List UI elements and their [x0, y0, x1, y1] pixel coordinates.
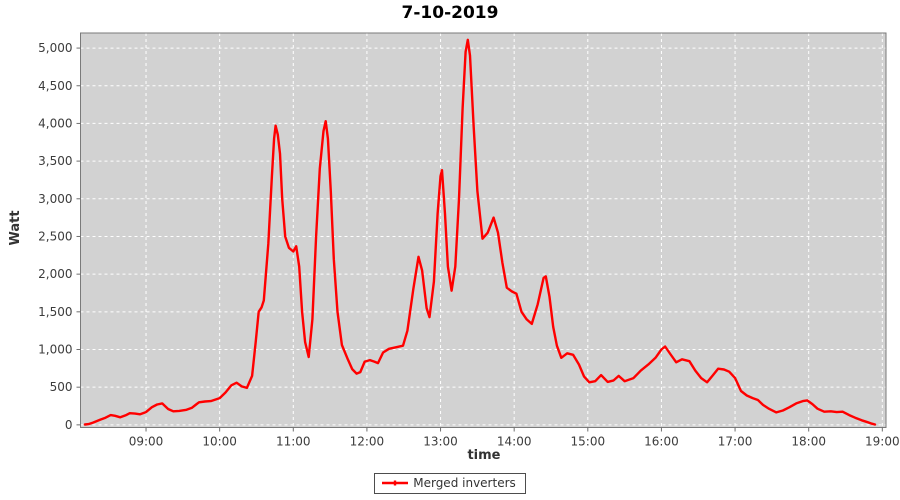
legend-item-label: Merged inverters	[413, 476, 516, 490]
y-tick-label: 2,000	[38, 267, 72, 281]
y-tick-label: 1,000	[38, 343, 72, 357]
x-tick-label: 15:00	[571, 435, 606, 449]
legend-line-swatch-icon	[382, 480, 409, 486]
y-tick-label: 500	[50, 380, 73, 394]
legend-item-merged-inverters: Merged inverters	[374, 473, 526, 494]
x-tick-label: 14:00	[497, 435, 532, 449]
x-tick-label: 16:00	[644, 435, 679, 449]
x-tick-label: 13:00	[423, 435, 458, 449]
y-tick-label: 4,000	[38, 116, 72, 130]
x-tick-label: 10:00	[202, 435, 237, 449]
y-tick-label: 2,500	[38, 229, 72, 243]
y-axis-label: Watt	[8, 210, 23, 246]
plot-background	[80, 33, 886, 428]
chart-title: 7-10-2019	[401, 3, 499, 23]
y-tick-label: 5,000	[38, 41, 72, 55]
plot-border	[80, 32, 887, 428]
y-tick-label: 3,500	[38, 154, 72, 168]
x-axis-label: time	[467, 448, 501, 463]
series-line-merged-inverters	[83, 38, 877, 426]
y-tick-label: 0	[65, 418, 73, 432]
x-tick-label: 17:00	[718, 435, 753, 449]
legend: Merged inverters	[0, 473, 900, 494]
x-tick-label: 11:00	[276, 435, 311, 449]
x-tick-label: 09:00	[129, 435, 164, 449]
y-tick-label: 3,000	[38, 192, 72, 206]
y-tick-label: 4,500	[38, 79, 72, 93]
x-tick-label: 12:00	[350, 435, 385, 449]
x-tick-label: 18:00	[791, 435, 826, 449]
x-tick-label: 19:00	[865, 435, 900, 449]
y-tick-label: 1,500	[38, 305, 72, 319]
